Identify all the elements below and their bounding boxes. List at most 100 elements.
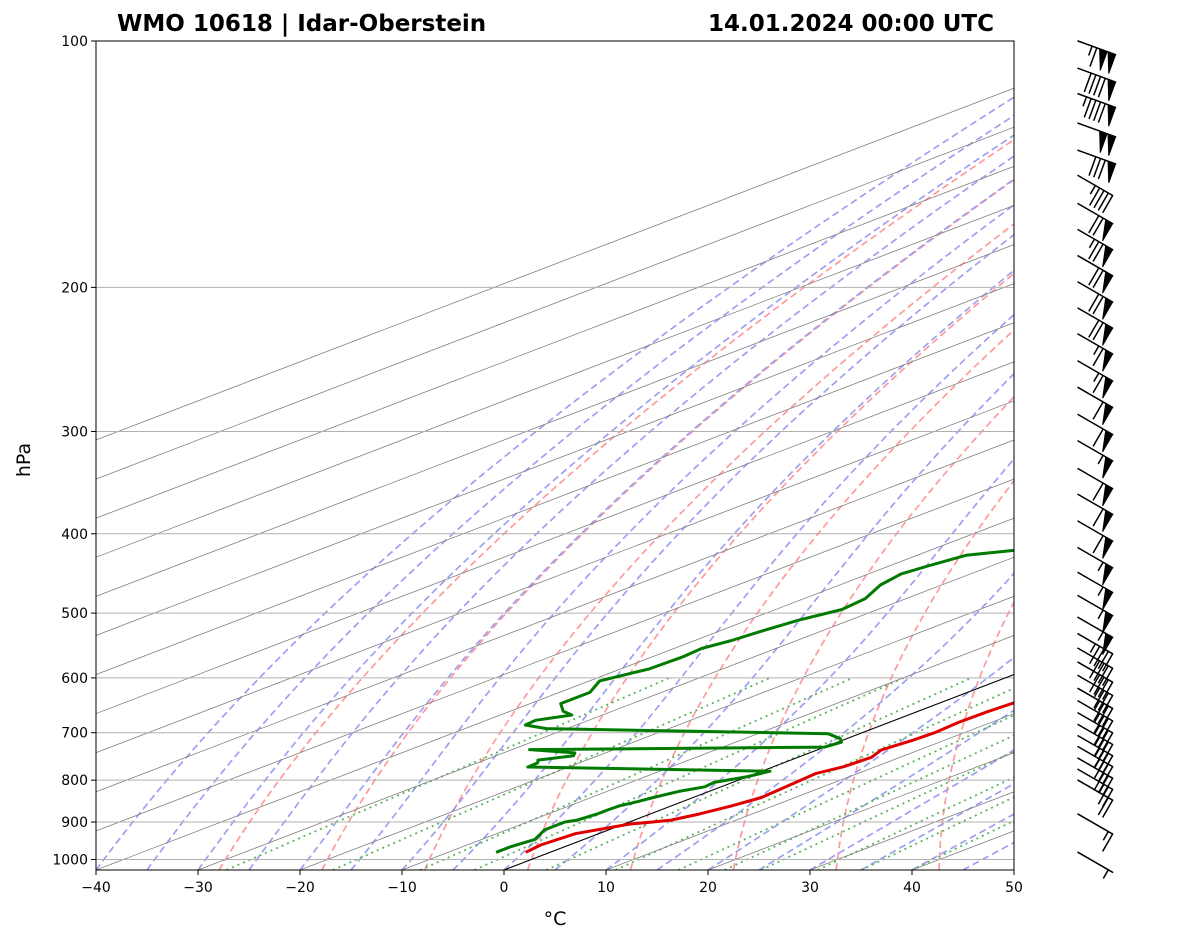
moist-adiabat-line	[452, 269, 1014, 870]
x-axis: −40 −30 −20 −10 0 10 20 30 40 50	[81, 870, 1023, 896]
wind-barb	[1077, 255, 1114, 294]
y-tick-label: 400	[61, 527, 88, 543]
wind-barb	[1077, 687, 1114, 727]
wind-barb	[1077, 360, 1114, 399]
dry-adiabats	[218, 138, 1014, 870]
wind-barb	[1077, 228, 1114, 268]
moist-adiabat-line	[554, 372, 1014, 870]
moist-adiabat-line	[299, 178, 1014, 870]
wind-barb	[1077, 546, 1114, 586]
x-tick-label: 10	[597, 880, 615, 896]
dry-adiabat-line	[732, 395, 1014, 870]
isotherm-line	[96, 165, 1014, 519]
isotherm-line	[96, 204, 1014, 558]
wind-barb	[1077, 520, 1114, 559]
dewpoint-line	[495, 548, 1014, 854]
x-tick-label: −30	[183, 880, 213, 896]
x-tick-label: −20	[285, 880, 315, 896]
mixing-ratio-lines	[226, 677, 1014, 870]
wind-barb	[1077, 281, 1114, 320]
isotherm-line	[96, 478, 1014, 832]
wind-barb	[1077, 307, 1114, 346]
y-tick-label: 200	[61, 280, 88, 296]
moist-adiabat-line	[656, 572, 1014, 870]
moist-adiabat-line	[146, 114, 1014, 870]
moist-adiabat-line	[96, 96, 1014, 870]
wind-barb	[1077, 149, 1117, 183]
wind-barb	[1077, 633, 1114, 672]
y-tick-label: 300	[61, 425, 88, 441]
plot-area	[96, 41, 1014, 870]
moist-adiabat-line	[248, 155, 1014, 870]
moist-adiabat-line	[503, 313, 1014, 870]
wind-barb	[1077, 661, 1114, 700]
wind-barb	[1077, 647, 1114, 686]
isotherm-line	[605, 713, 1014, 870]
x-tick-label: −40	[81, 880, 111, 896]
wind-barb	[1077, 202, 1114, 242]
wind-barb	[1077, 674, 1114, 714]
pressure-gridlines	[96, 41, 1014, 860]
mixing-ratio-line	[678, 714, 1014, 870]
isotherm-line	[96, 361, 1014, 715]
moist-adiabat-line	[605, 457, 1014, 870]
wind-barb	[1077, 122, 1117, 156]
wind-barb	[1077, 571, 1114, 611]
dry-adiabat-line	[526, 272, 1014, 870]
wind-barb	[1077, 67, 1117, 102]
isotherm-line	[96, 244, 1014, 597]
moist-adiabat-line	[758, 709, 1014, 870]
x-axis-label: °C	[544, 908, 567, 930]
moist-adiabat-line	[809, 749, 1014, 870]
wind-barb	[1077, 779, 1114, 818]
zero-isotherm	[503, 673, 1014, 870]
plot-frame	[95, 40, 1015, 871]
y-axis: 100 200 300 400 500 600 700 800 900 1000	[52, 34, 96, 868]
wind-barb	[1077, 440, 1114, 479]
chart-title-station: WMO 10618 | Idar-Oberstein	[117, 11, 486, 37]
wind-barb	[1077, 413, 1114, 453]
isotherm-line	[96, 87, 1014, 441]
y-tick-label: 900	[61, 815, 88, 831]
wind-barbs	[1077, 40, 1117, 879]
dry-adiabat-line	[629, 328, 1014, 870]
moist-adiabat-line	[197, 134, 1014, 870]
wind-barb	[1077, 40, 1117, 74]
x-tick-label: 30	[801, 880, 819, 896]
isotherm-line	[96, 322, 1014, 675]
wind-barb	[1077, 493, 1114, 532]
y-tick-label: 800	[61, 773, 88, 789]
wind-barb	[1077, 93, 1117, 127]
temperature-line	[525, 701, 1014, 854]
moist-adiabat-line	[350, 203, 1014, 870]
profile-lines	[495, 548, 1014, 854]
y-tick-label: 600	[61, 671, 88, 687]
y-tick-label: 1000	[52, 852, 88, 868]
wind-barb	[1077, 813, 1114, 852]
mixing-ratio-line	[760, 750, 1014, 870]
x-tick-label: 50	[1005, 880, 1023, 896]
dry-adiabat-line	[938, 600, 1014, 870]
wind-barb	[1077, 386, 1114, 425]
isotherm-line	[96, 517, 1014, 870]
chart-title-time: 14.01.2024 00:00 UTC	[708, 11, 994, 37]
x-tick-label: 0	[500, 880, 509, 896]
dry-adiabat-line	[218, 138, 1014, 870]
wind-barb	[1077, 467, 1114, 507]
isotherm-line	[96, 283, 1014, 636]
dry-adiabat-line	[321, 178, 1014, 870]
moist-adiabat-line	[401, 233, 1014, 870]
moist-adiabats	[96, 96, 1014, 870]
isotherm-line	[96, 439, 1014, 793]
y-tick-label: 700	[61, 726, 88, 742]
isotherm-line	[197, 556, 1014, 870]
mixing-ratio-line	[615, 687, 1014, 870]
y-axis-label: hPa	[13, 443, 35, 477]
wind-barb	[1077, 594, 1114, 634]
isotherm-line	[96, 400, 1014, 754]
wind-barb	[1077, 174, 1114, 214]
dry-adiabat-line	[835, 479, 1014, 870]
y-tick-label: 500	[61, 606, 88, 622]
wind-barb	[1077, 851, 1114, 879]
